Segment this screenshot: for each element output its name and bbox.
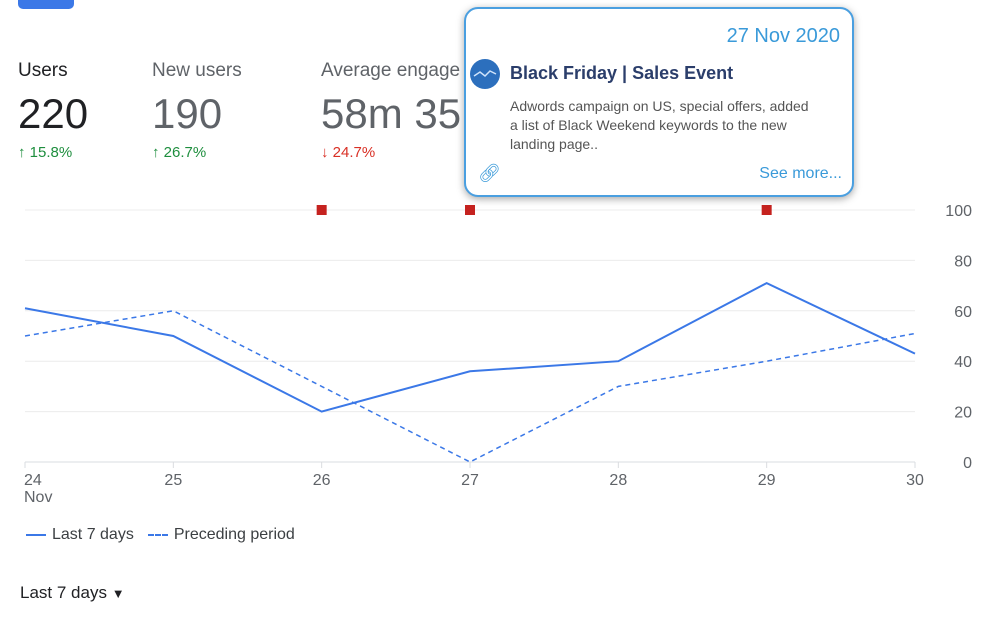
x-tick-label: 25 bbox=[164, 472, 182, 489]
series-line-last-7-days bbox=[24, 281, 916, 413]
x-tick-label: 29 bbox=[758, 472, 776, 489]
annotation-tooltip: 27 Nov 2020 Black Friday | Sales Event A… bbox=[464, 7, 854, 197]
y-tick-label: 40 bbox=[954, 354, 972, 371]
y-tick-label: 100 bbox=[945, 203, 972, 220]
metric-avg-engagement[interactable]: Average engage 58m 35 ↓ 24.7% bbox=[321, 60, 461, 161]
legend: Last 7 days Preceding period bbox=[26, 526, 295, 544]
see-more-link[interactable]: See more... bbox=[759, 165, 842, 182]
trend-line-icon bbox=[470, 59, 500, 89]
arrow-down-icon: ↓ bbox=[321, 144, 329, 161]
caret-down-icon: ▼ bbox=[111, 586, 125, 601]
x-tick-label: 24 bbox=[24, 472, 42, 489]
metric-value: 190 bbox=[152, 90, 223, 137]
arrow-up-icon: ↑ bbox=[18, 144, 26, 161]
legend-item-last-7-days: Last 7 days bbox=[26, 526, 134, 544]
x-tick-label: 28 bbox=[609, 472, 627, 489]
tooltip-description: Adwords campaign on US, special offers, … bbox=[510, 98, 809, 152]
metric-change: ↓ 24.7% bbox=[321, 144, 376, 161]
metric-label: Users bbox=[18, 60, 68, 81]
metric-value: 58m 35 bbox=[321, 90, 462, 137]
arrow-up-icon: ↑ bbox=[152, 144, 160, 161]
metric-change: ↑ 15.8% bbox=[18, 144, 73, 161]
metric-value: 220 bbox=[18, 90, 89, 137]
annotation-marker bbox=[465, 205, 475, 215]
top-button[interactable] bbox=[18, 0, 74, 9]
x-tick-label: 27 bbox=[461, 472, 479, 489]
annotation-marker bbox=[316, 205, 327, 215]
y-tick-label: 0 bbox=[963, 455, 972, 472]
y-tick-label: 20 bbox=[954, 405, 972, 422]
legend-item-preceding-period: Preceding period bbox=[147, 526, 295, 544]
metric-change: ↑ 26.7% bbox=[152, 144, 207, 161]
metric-label: Average engage bbox=[321, 60, 461, 81]
x-tick-label: 26 bbox=[313, 472, 331, 489]
date-range-dropdown[interactable]: Last 7 days ▼ bbox=[20, 583, 125, 602]
annotation-marker bbox=[761, 205, 772, 215]
metric-users[interactable]: Users 220 ↑ 15.8% bbox=[18, 60, 88, 161]
tooltip-title: Black Friday | Sales Event bbox=[510, 63, 734, 83]
metric-new-users[interactable]: New users 190 ↑ 26.7% bbox=[152, 60, 242, 161]
y-tick-label: 80 bbox=[954, 253, 972, 270]
link-icon[interactable]: 🔗︎ bbox=[478, 163, 501, 183]
x-tick-sublabel: Nov bbox=[24, 489, 52, 506]
metric-label: New users bbox=[152, 60, 242, 81]
tooltip-date: 27 Nov 2020 bbox=[726, 25, 840, 47]
y-tick-label: 60 bbox=[954, 304, 972, 321]
x-tick-label: 30 bbox=[906, 472, 924, 489]
